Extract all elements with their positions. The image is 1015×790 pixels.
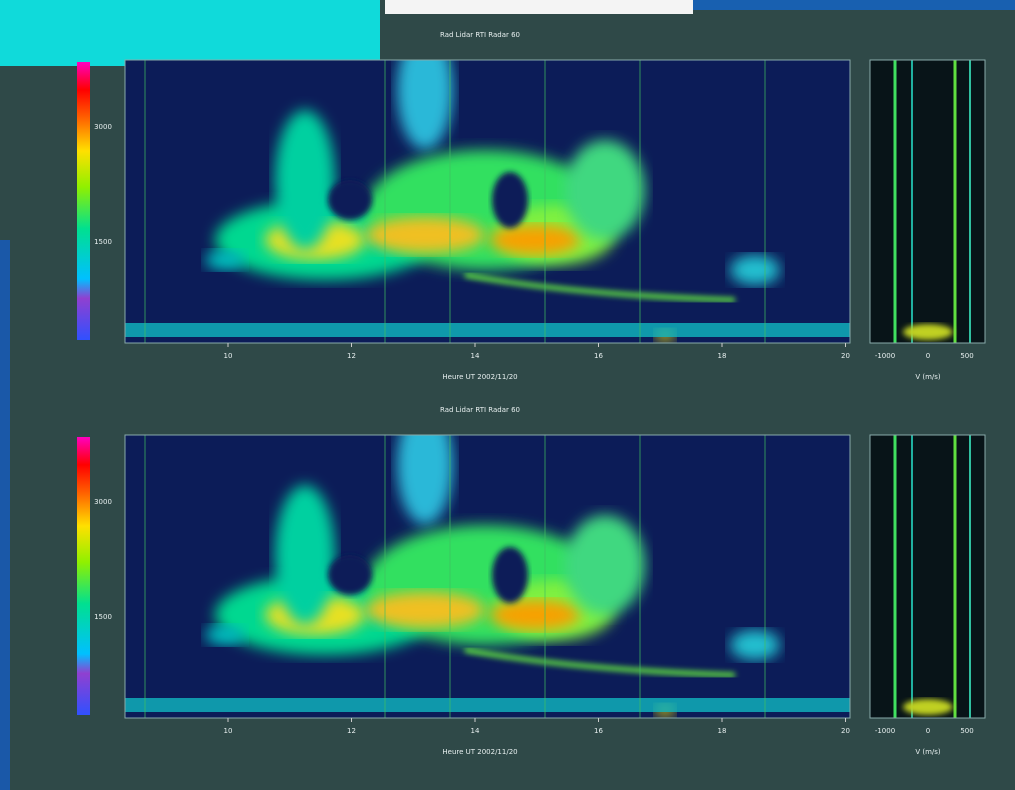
- echo-blob: [205, 250, 245, 270]
- x-tick-label: 14: [471, 352, 480, 360]
- x-tick-label: 20: [841, 727, 850, 735]
- echo-blob: [275, 485, 335, 625]
- echo-blob: [397, 60, 453, 150]
- echo-blob: [397, 435, 453, 525]
- echo-blob: [565, 140, 645, 240]
- echo-blob: [205, 625, 245, 645]
- y-tick-label: 3000: [94, 498, 112, 506]
- x-tick-label: 20: [841, 352, 850, 360]
- plot-frame: [124, 59, 851, 344]
- side-echo: [903, 699, 953, 715]
- side-frame: [869, 59, 986, 344]
- x-axis-label: Heure UT 2002/11/20: [442, 373, 517, 381]
- side-plot: -1000 0 500: [869, 59, 986, 360]
- side-axis-label: V (m/s): [915, 373, 941, 381]
- left-strip: [0, 240, 10, 790]
- echo-blob: [275, 110, 335, 250]
- echo-blob: [490, 600, 580, 630]
- side-bg: [870, 60, 985, 343]
- top-strip: [0, 0, 380, 66]
- x-tick-label: 16: [594, 727, 603, 735]
- side-echo: [903, 324, 953, 340]
- echo-hole: [328, 555, 372, 595]
- top-right-strip: [693, 0, 1015, 10]
- side-tick-label: 500: [960, 352, 973, 360]
- side-axis-label: V (m/s): [915, 748, 941, 756]
- side-bg: [870, 435, 985, 718]
- echo-blob: [365, 217, 485, 253]
- x-tick-label: 10: [224, 352, 233, 360]
- y-tick-label: 1500: [94, 613, 112, 621]
- x-tick-label: 12: [347, 352, 356, 360]
- x-axis-label: Heure UT 2002/11/20: [442, 748, 517, 756]
- colorbar: [77, 437, 90, 715]
- side-tick-label: 500: [960, 727, 973, 735]
- plot-frame: [124, 434, 851, 719]
- panel-title: Rad Lidar RTI Radar 60: [440, 406, 520, 414]
- y-tick-label: 1500: [94, 238, 112, 246]
- side-tick-label: -1000: [875, 352, 895, 360]
- main-plot: 10 12 14 16 18 20: [124, 59, 851, 360]
- side-frame: [869, 434, 986, 719]
- echo-blob: [730, 255, 780, 285]
- echo-hole: [492, 172, 528, 228]
- y-tick-label: 3000: [94, 123, 112, 131]
- echo-blob: [365, 592, 485, 628]
- x-tick-label: 18: [718, 727, 727, 735]
- x-tick-label: 12: [347, 727, 356, 735]
- x-tick-label: 16: [594, 352, 603, 360]
- echo-tail: [464, 647, 736, 678]
- echo-blob: [565, 515, 645, 615]
- panel: Rad Lidar RTI Radar 60 10 12 14 16 18 20 Heure …: [77, 406, 986, 756]
- echo-tail: [464, 272, 736, 303]
- echo-hole: [492, 547, 528, 603]
- side-tick-label: -1000: [875, 727, 895, 735]
- x-tick-label: 14: [471, 727, 480, 735]
- side-plot: -1000 0 500: [869, 434, 986, 735]
- echo-blob: [730, 630, 780, 660]
- main-plot: 10 12 14 16 18 20: [124, 434, 851, 735]
- side-tick-label: 0: [926, 352, 930, 360]
- echo-hole: [328, 180, 372, 220]
- echo-blob: [490, 225, 580, 255]
- ground-echo: [125, 698, 850, 712]
- ground-echo: [125, 323, 850, 337]
- x-tick-label: 10: [224, 727, 233, 735]
- panel-title: Rad Lidar RTI Radar 60: [440, 31, 520, 39]
- panel: Rad Lidar RTI Radar 60 10 12 14 16 18 20 Heure …: [77, 31, 986, 381]
- side-tick-label: 0: [926, 727, 930, 735]
- colorbar: [77, 62, 90, 340]
- top-box: [385, 0, 693, 14]
- panels: Rad Lidar RTI Radar 60 10 12 14 16 18 20 Heure …: [77, 31, 986, 756]
- x-tick-label: 18: [718, 352, 727, 360]
